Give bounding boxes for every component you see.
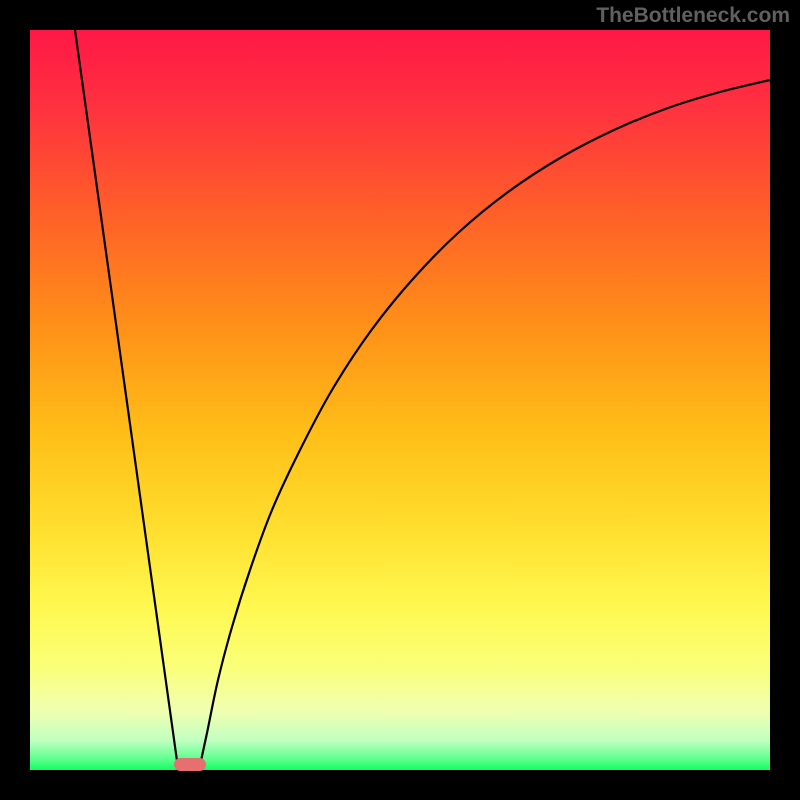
watermark-text: TheBottleneck.com [596, 4, 790, 28]
chart-container: TheBottleneck.com [0, 0, 800, 800]
plot-background [30, 30, 770, 770]
chart-svg [0, 0, 800, 800]
minimum-marker [174, 758, 206, 771]
